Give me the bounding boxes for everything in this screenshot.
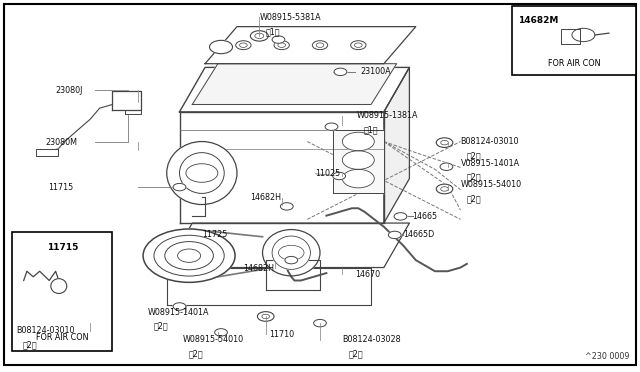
Text: 11725: 11725 bbox=[202, 230, 227, 240]
Polygon shape bbox=[36, 149, 58, 156]
Text: （2）: （2） bbox=[467, 151, 481, 160]
Text: 23100A: 23100A bbox=[360, 67, 391, 76]
Text: （1）: （1） bbox=[364, 125, 378, 134]
Text: 14665: 14665 bbox=[413, 212, 438, 221]
Circle shape bbox=[351, 41, 366, 49]
Circle shape bbox=[165, 241, 213, 270]
Text: W08915-1401A: W08915-1401A bbox=[148, 308, 209, 317]
Circle shape bbox=[280, 203, 293, 210]
Text: 11715: 11715 bbox=[47, 243, 78, 252]
Bar bbox=[511, 6, 636, 75]
Ellipse shape bbox=[262, 230, 320, 276]
Circle shape bbox=[342, 132, 374, 151]
Circle shape bbox=[334, 68, 347, 76]
Text: W08915-1381A: W08915-1381A bbox=[357, 111, 419, 120]
Polygon shape bbox=[561, 29, 580, 44]
Polygon shape bbox=[205, 27, 416, 64]
Circle shape bbox=[239, 43, 247, 47]
Circle shape bbox=[325, 123, 338, 131]
Text: B08124-03010: B08124-03010 bbox=[461, 137, 519, 146]
Ellipse shape bbox=[272, 236, 310, 269]
Circle shape bbox=[177, 249, 200, 262]
Circle shape bbox=[272, 36, 285, 43]
Text: 14682M: 14682M bbox=[518, 16, 558, 25]
Polygon shape bbox=[167, 267, 371, 305]
Circle shape bbox=[278, 245, 304, 260]
Circle shape bbox=[388, 231, 401, 238]
Ellipse shape bbox=[51, 279, 67, 294]
Text: 11025: 11025 bbox=[316, 169, 340, 178]
Text: 11715: 11715 bbox=[49, 183, 74, 192]
Text: （2）: （2） bbox=[154, 321, 168, 331]
Text: V08915-1401A: V08915-1401A bbox=[461, 158, 520, 167]
Circle shape bbox=[342, 169, 374, 188]
Text: 14682H: 14682H bbox=[250, 193, 281, 202]
Circle shape bbox=[278, 43, 285, 47]
Circle shape bbox=[572, 28, 595, 42]
Circle shape bbox=[312, 41, 328, 49]
Ellipse shape bbox=[167, 141, 237, 205]
Circle shape bbox=[186, 164, 218, 182]
Circle shape bbox=[316, 43, 324, 47]
Polygon shape bbox=[179, 112, 384, 223]
Polygon shape bbox=[179, 67, 410, 112]
Text: FOR AIR CON: FOR AIR CON bbox=[36, 333, 88, 341]
Circle shape bbox=[154, 235, 224, 276]
Polygon shape bbox=[113, 92, 141, 110]
Text: ^230 0009: ^230 0009 bbox=[585, 352, 630, 361]
Polygon shape bbox=[384, 67, 410, 223]
Circle shape bbox=[436, 184, 453, 194]
Text: W08915-54010: W08915-54010 bbox=[461, 180, 522, 189]
Ellipse shape bbox=[179, 153, 224, 193]
Circle shape bbox=[314, 320, 326, 327]
Text: W08915-54010: W08915-54010 bbox=[182, 335, 244, 344]
Text: B08124-03010: B08124-03010 bbox=[17, 326, 75, 335]
Circle shape bbox=[394, 213, 407, 220]
Text: W08915-5381A: W08915-5381A bbox=[259, 13, 321, 22]
Text: （2）: （2） bbox=[23, 340, 38, 349]
Text: （2）: （2） bbox=[467, 173, 481, 182]
Polygon shape bbox=[125, 110, 141, 114]
Text: 23080M: 23080M bbox=[45, 138, 77, 147]
Circle shape bbox=[236, 41, 251, 49]
Polygon shape bbox=[333, 131, 384, 193]
Polygon shape bbox=[192, 64, 397, 105]
Text: 14670: 14670 bbox=[355, 270, 380, 279]
Polygon shape bbox=[266, 260, 320, 290]
Text: 14682H: 14682H bbox=[243, 264, 275, 273]
Polygon shape bbox=[167, 223, 410, 267]
Circle shape bbox=[173, 183, 186, 191]
Circle shape bbox=[441, 140, 449, 145]
Text: 23080J: 23080J bbox=[55, 86, 83, 95]
Circle shape bbox=[255, 33, 264, 38]
Text: （2）: （2） bbox=[467, 195, 481, 203]
Text: （2）: （2） bbox=[189, 349, 204, 358]
Circle shape bbox=[436, 138, 453, 147]
Circle shape bbox=[209, 40, 232, 54]
Text: FOR AIR CON: FOR AIR CON bbox=[548, 59, 600, 68]
Circle shape bbox=[440, 163, 453, 170]
Circle shape bbox=[143, 229, 235, 282]
Circle shape bbox=[257, 312, 274, 321]
Circle shape bbox=[214, 329, 227, 336]
Circle shape bbox=[250, 31, 268, 41]
Text: 14665D: 14665D bbox=[403, 230, 435, 240]
Bar bbox=[12, 232, 113, 351]
Circle shape bbox=[285, 256, 298, 264]
Text: 11710: 11710 bbox=[269, 330, 294, 339]
Text: （2）: （2） bbox=[349, 349, 364, 358]
Circle shape bbox=[274, 41, 289, 49]
Circle shape bbox=[342, 151, 374, 169]
Circle shape bbox=[355, 43, 362, 47]
Text: （1）: （1） bbox=[266, 27, 280, 36]
Circle shape bbox=[262, 314, 269, 319]
Circle shape bbox=[173, 303, 186, 310]
Circle shape bbox=[333, 172, 346, 180]
Circle shape bbox=[441, 187, 449, 191]
Text: B08124-03028: B08124-03028 bbox=[342, 335, 401, 344]
